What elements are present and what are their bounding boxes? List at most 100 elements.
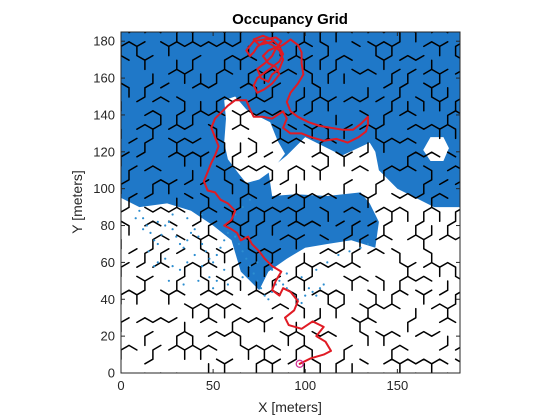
scan-point [311,290,314,293]
scan-point [252,272,255,275]
x-tick-label: 50 [206,378,220,393]
scan-point [241,250,244,253]
y-tick-label: 40 [101,292,115,307]
x-tick-label: 150 [387,378,409,393]
scan-point [147,250,150,253]
chart-title: Occupancy Grid [232,11,348,28]
scan-point [167,220,170,223]
scan-point [245,257,248,260]
scan-point [178,268,182,271]
y-tick-label: 120 [93,144,115,159]
scan-point [322,283,325,286]
scan-point [201,213,204,216]
x-tick-label: 100 [294,378,316,393]
scan-point [263,294,266,297]
occupancy-layer [121,32,460,291]
scan-point [348,250,351,253]
robot-path [202,34,369,365]
scan-points-layer [134,198,369,305]
scan-point [212,287,215,290]
x-axis-ticks: 0 50 100 150 [117,32,408,393]
y-tick-label: 160 [93,71,115,86]
scan-point [197,235,200,238]
scan-point [182,283,185,286]
scan-point [248,265,252,268]
scan-point [182,246,185,249]
scan-point [156,242,159,246]
scan-point [201,242,204,246]
scan-point [171,228,174,231]
y-tick-label: 100 [93,181,115,196]
y-tick-label: 60 [101,255,115,270]
scan-point [359,246,362,249]
robot-path-layer [202,34,369,368]
scan-point [142,217,145,220]
scan-point [160,233,163,236]
scan-point [201,265,204,268]
scan-point [138,209,141,212]
scan-point [142,228,145,231]
scan-point [315,268,318,271]
scan-point [256,279,259,282]
scan-point [171,265,174,268]
scan-point [193,228,196,231]
scan-point [241,276,244,279]
scan-point [175,235,178,238]
scan-point [278,279,281,282]
scan-point [164,224,167,227]
free-region-1 [224,96,285,184]
scan-point [153,265,156,268]
y-axis-label: Y [meters] [69,170,85,234]
scan-point [215,253,218,257]
scan-point [337,253,340,257]
scan-point [156,261,159,264]
axes-box [120,31,461,374]
y-axis-ticks: 0 20 40 60 80 100 120 140 160 180 [93,34,460,381]
scan-point [271,268,274,271]
scan-point [145,224,148,227]
scan-point [212,261,215,264]
start-marker [295,359,304,368]
scan-point [285,272,288,275]
scan-point [259,287,263,290]
scan-point [300,276,303,279]
scan-point [256,261,259,264]
scan-point [134,217,137,220]
scan-point [223,239,226,242]
scan-point [237,242,240,246]
scan-point [315,294,318,297]
scan-point [178,242,182,246]
scan-point [326,261,329,264]
scan-point [186,217,189,220]
free-region-2 [423,137,449,161]
scan-point [193,253,196,257]
scan-point [234,235,237,238]
scan-point [241,206,244,209]
scan-point [248,198,252,201]
scan-point [300,301,303,305]
y-tick-label: 20 [101,329,115,344]
scan-point [156,220,159,223]
x-axis-label: X [meters] [258,399,322,415]
scan-point [304,294,307,297]
scan-point [167,279,170,282]
scan-point [226,231,229,234]
scan-point [186,261,189,264]
x-tick-label: 0 [117,378,124,393]
y-tick-label: 80 [101,218,115,233]
scan-point [164,257,167,260]
scan-point [318,287,322,290]
scan-point [215,279,218,282]
y-tick-label: 180 [93,34,115,49]
y-tick-label: 0 [108,366,115,381]
scan-point [366,242,369,246]
scan-point [282,283,285,286]
scan-point [197,279,200,282]
scan-point [208,276,211,279]
scan-point [149,231,152,234]
scan-point [153,239,156,242]
scan-point [171,213,174,216]
occupied-region [121,32,460,291]
scan-point [223,268,226,271]
